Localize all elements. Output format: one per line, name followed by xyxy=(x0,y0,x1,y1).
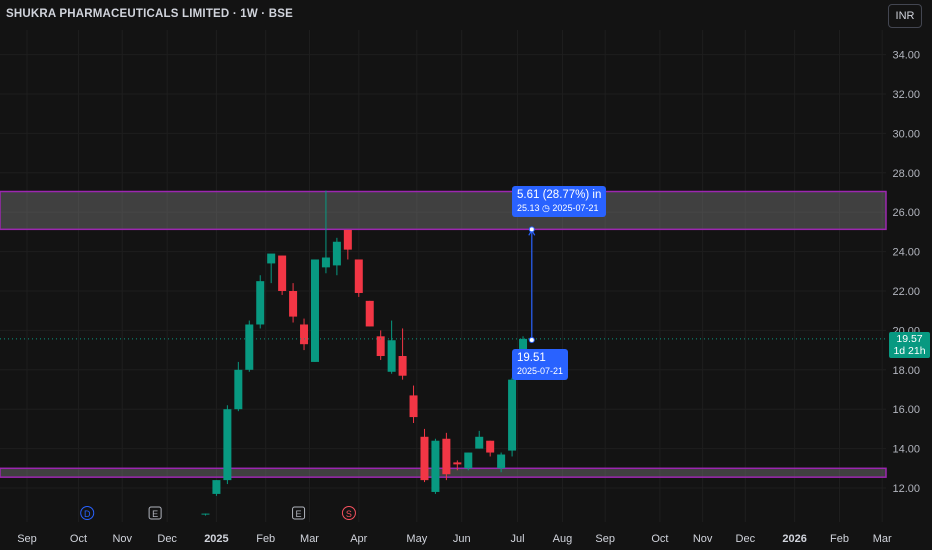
y-tick-label: 14.00 xyxy=(892,444,920,456)
price-zone[interactable] xyxy=(0,190,887,231)
x-tick-label: May xyxy=(406,533,427,545)
grid-lines xyxy=(0,30,886,522)
chart-title: SHUKRA PHARMACEUTICALS LIMITED · 1W · BS… xyxy=(6,8,293,20)
measure-handle-top[interactable] xyxy=(528,226,535,233)
bar-countdown: 1d 21h xyxy=(893,345,926,357)
x-tick-label: Aug xyxy=(553,533,573,545)
y-tick-label: 26.00 xyxy=(892,207,920,219)
x-tick-label: Mar xyxy=(873,533,892,545)
event-marker-letter: E xyxy=(296,509,302,519)
candle-body[interactable] xyxy=(475,436,484,449)
measure-start-date: 2025-07-21 xyxy=(517,366,564,376)
measure-label-bottom[interactable]: 19.51 2025-07-21 xyxy=(512,349,569,380)
price-axis[interactable]: 12.0014.0016.0018.0020.0022.0024.0026.00… xyxy=(892,50,920,495)
event-marker-letter: E xyxy=(152,509,158,519)
measure-target-value: 25.13 xyxy=(517,203,540,213)
current-price-tag: 19.57 1d 21h xyxy=(889,332,930,358)
measure-label-top[interactable]: 5.61 (28.77%) in 25.13 ◷ 2025-07-21 xyxy=(512,186,607,217)
y-tick-label: 12.00 xyxy=(892,483,920,495)
candle-body[interactable] xyxy=(267,253,276,264)
x-tick-label: Sep xyxy=(17,533,37,545)
x-tick-label: Feb xyxy=(256,533,275,545)
x-tick-label: Nov xyxy=(112,533,132,545)
candle-body[interactable] xyxy=(212,480,221,494)
candle-body[interactable] xyxy=(332,241,341,266)
candle-body[interactable] xyxy=(256,281,265,325)
candle-body[interactable] xyxy=(497,454,506,469)
event-marker-letter: D xyxy=(84,509,91,519)
clock-icon: ◷ xyxy=(542,203,550,213)
candle-body[interactable] xyxy=(201,513,210,515)
candle-body[interactable] xyxy=(508,379,517,451)
x-tick-label: Mar xyxy=(300,533,319,545)
candle-body[interactable] xyxy=(300,324,309,345)
x-tick-label: 2025 xyxy=(204,533,228,545)
y-tick-label: 32.00 xyxy=(892,89,920,101)
split-marker[interactable] xyxy=(341,506,356,520)
y-tick-label: 16.00 xyxy=(892,404,920,416)
current-price-value: 19.57 xyxy=(896,333,923,345)
measure-change-text: 5.61 (28.77%) in xyxy=(517,189,602,201)
x-tick-label: Feb xyxy=(830,533,849,545)
x-tick-label: Oct xyxy=(70,533,87,545)
candle-body[interactable] xyxy=(223,409,232,481)
event-marker-letter: S xyxy=(346,509,352,519)
x-tick-label: Jun xyxy=(453,533,471,545)
candle-body[interactable] xyxy=(343,229,352,250)
candle-body[interactable] xyxy=(387,340,396,372)
candle-body[interactable] xyxy=(289,291,298,317)
candle-body[interactable] xyxy=(278,255,287,291)
time-axis[interactable]: Sep Oct Nov Dec 2025 Feb Mar Apr May Jun Jul Aug Sep… xyxy=(17,533,892,545)
measure-target: 25.13 ◷ 2025-07-21 xyxy=(517,202,601,214)
candle-body[interactable] xyxy=(420,436,429,481)
candle-body[interactable] xyxy=(409,395,418,418)
measure-target-date: 2025-07-21 xyxy=(552,203,599,213)
x-tick-label: Apr xyxy=(350,533,367,545)
y-tick-label: 28.00 xyxy=(892,168,920,180)
candle-body[interactable] xyxy=(398,356,407,376)
x-tick-label: Dec xyxy=(736,533,756,545)
candle-body[interactable] xyxy=(245,324,254,370)
candle-body[interactable] xyxy=(464,452,473,469)
candle-body[interactable] xyxy=(376,336,385,357)
measure-start-value: 19.51 xyxy=(517,352,546,364)
y-tick-label: 24.00 xyxy=(892,247,920,259)
candle-body[interactable] xyxy=(321,257,330,268)
y-tick-label: 18.00 xyxy=(892,365,920,377)
price-range-measure[interactable] xyxy=(528,226,536,344)
x-tick-label: Jul xyxy=(511,533,525,545)
candle-body[interactable] xyxy=(431,440,440,492)
x-tick-label: Dec xyxy=(157,533,177,545)
candle-body[interactable] xyxy=(453,462,462,465)
measure-handle-bottom[interactable] xyxy=(528,337,535,344)
dividend-marker[interactable] xyxy=(80,506,95,520)
candle-body[interactable] xyxy=(365,300,374,327)
earnings-marker[interactable] xyxy=(292,506,306,520)
x-tick-label: Sep xyxy=(595,533,615,545)
currency-button[interactable]: INR xyxy=(888,4,922,28)
y-tick-label: 30.00 xyxy=(892,128,920,140)
x-tick-label: Oct xyxy=(651,533,668,545)
y-tick-label: 34.00 xyxy=(892,50,920,62)
candle-body[interactable] xyxy=(354,259,363,293)
candle-body[interactable] xyxy=(310,259,319,362)
earnings-marker[interactable] xyxy=(148,506,162,520)
candle-body[interactable] xyxy=(442,438,451,475)
y-tick-label: 22.00 xyxy=(892,286,920,298)
x-tick-label: Nov xyxy=(693,533,713,545)
candle-body[interactable] xyxy=(234,369,243,410)
candle-body[interactable] xyxy=(486,440,495,453)
x-tick-label: 2026 xyxy=(782,533,806,545)
